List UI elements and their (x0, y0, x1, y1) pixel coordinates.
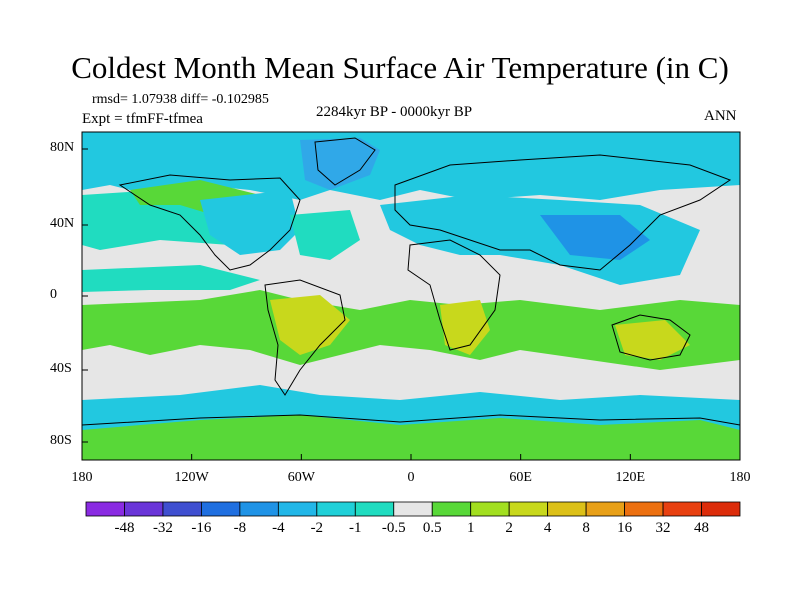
colorbar-label: -16 (191, 520, 212, 536)
south-america-coast (264, 279, 346, 396)
x-tick-label: 120W (174, 470, 209, 485)
greenland-coast (314, 137, 376, 186)
experiment-label: Expt = tfmFF-tfmea (82, 111, 203, 127)
x-tick-label: 60W (287, 470, 315, 485)
north-america-coast (118, 174, 301, 271)
stats-label: rmsd= 1.07938 diff= -0.102985 (92, 92, 269, 107)
antarctica-coast (82, 414, 740, 426)
colorbar-swatch (431, 501, 472, 517)
colorbar-swatch (547, 501, 587, 517)
temperature-field (82, 132, 740, 460)
colorbar-label: -8 (233, 520, 247, 536)
y-tick-label: 40N (50, 216, 75, 231)
colorbar-label: -2 (310, 520, 324, 536)
colorbar-swatch (662, 501, 702, 517)
x-tick-label: 180 (729, 470, 751, 485)
coastlines (82, 137, 740, 426)
north-america-cooling (200, 190, 300, 255)
colorbar-label: -48 (114, 520, 135, 536)
colorbar-label: 0.5 (422, 520, 442, 536)
colorbar-label: -1 (349, 520, 362, 536)
colorbar-swatch (201, 501, 241, 517)
colorbar-label: -4 (272, 520, 285, 536)
colorbar-swatch (239, 501, 279, 517)
colorbar-label: 8 (582, 520, 590, 536)
colorbar-swatch (124, 501, 164, 517)
colorbar-swatch (162, 501, 202, 517)
southern-hemisphere-warming (82, 290, 740, 370)
season-label: ANN (704, 108, 737, 124)
africa-warming (440, 300, 490, 355)
period-label: 2284kyr BP - 0000kyr BP (316, 104, 473, 120)
colorbar-swatch (316, 501, 356, 517)
colorbar-label: 16 (617, 520, 633, 536)
y-tick-label: 40S (50, 361, 72, 376)
south-america-warming (270, 295, 350, 355)
australia-coast (611, 314, 691, 361)
colorbar-swatch (393, 501, 433, 517)
chart-title: Coldest Month Mean Surface Air Temperatu… (71, 50, 729, 85)
asia-deep-cooling (540, 215, 650, 260)
colorbar-swatch (354, 501, 395, 517)
colorbar-swatch (585, 501, 625, 517)
eurasia-coast (394, 154, 732, 271)
colorbar-label: 1 (466, 520, 475, 536)
colorbar-swatch (701, 501, 741, 517)
x-tick-label: 0 (407, 470, 415, 485)
colorbar (85, 501, 741, 517)
axis-ticks (81, 148, 741, 460)
colorbar-label: 4 (543, 520, 552, 536)
colorbar-swatch (508, 501, 549, 517)
colorbar-label: 32 (655, 520, 671, 536)
greenland-cooling (300, 138, 380, 190)
colorbar-label: 2 (505, 520, 513, 536)
y-tick-label: 80S (50, 433, 72, 448)
australia-warming (615, 320, 690, 360)
colorbar-label: -32 (152, 520, 173, 536)
x-tick-label: 180 (71, 470, 93, 485)
colorbar-label: -0.5 (381, 520, 406, 536)
tropical-cooling (82, 265, 260, 292)
y-tick-label: 80N (50, 140, 75, 155)
colorbar-swatch (277, 501, 318, 517)
north-atlantic-cooling (290, 210, 360, 260)
africa-coast (407, 239, 501, 351)
arctic-cooling-region (82, 132, 740, 200)
y-tick-label: 0 (50, 287, 57, 302)
x-tick-label: 60E (509, 470, 532, 485)
colorbar-swatch (85, 501, 125, 517)
antarctic-warming (82, 415, 740, 460)
colorbar-swatch (470, 501, 510, 517)
colorbar-label: 48 (694, 520, 710, 536)
x-tick-label: 120E (615, 470, 646, 485)
colorbar-swatch (624, 501, 664, 517)
